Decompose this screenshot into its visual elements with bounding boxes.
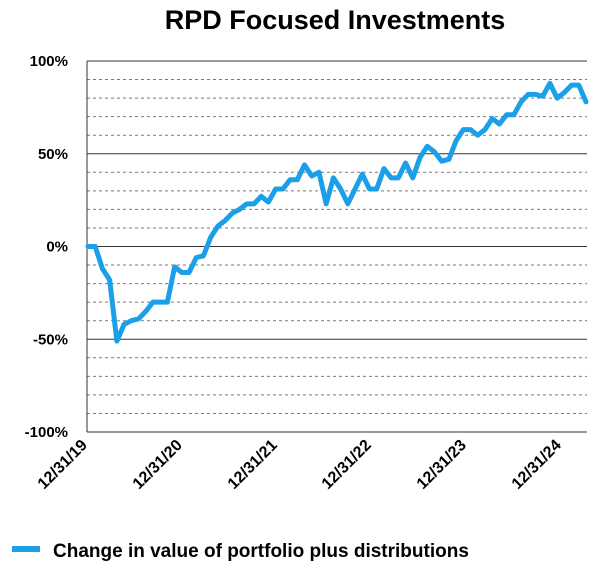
x-axis-tick-labels: 12/31/19 12/31/20 12/31/21 12/31/22 12/31/23…: [35, 437, 565, 493]
y-tick-label: 50%: [38, 146, 68, 163]
y-tick-label: 0%: [46, 239, 68, 256]
x-tick-label: 12/31/21: [225, 437, 281, 493]
x-tick-label: 12/31/19: [35, 437, 91, 493]
x-tick-label: 12/31/23: [414, 437, 470, 493]
x-tick-label: 12/31/24: [509, 437, 565, 493]
legend: Change in value of portfolio plus distri…: [12, 541, 469, 562]
y-tick-label: -50%: [33, 331, 68, 348]
chart-title: RPD Focused Investments: [165, 5, 506, 35]
y-tick-label: -100%: [25, 424, 68, 441]
series-line: [85, 80, 589, 344]
x-tick-label: 12/31/22: [319, 437, 375, 493]
legend-label: Change in value of portfolio plus distri…: [53, 541, 469, 562]
x-tick-label: 12/31/20: [130, 437, 186, 493]
series-layer: [85, 80, 589, 344]
y-axis-tick-labels: 100% 50% 0% -50% -100%: [25, 53, 68, 441]
y-tick-label: 100%: [30, 53, 68, 70]
